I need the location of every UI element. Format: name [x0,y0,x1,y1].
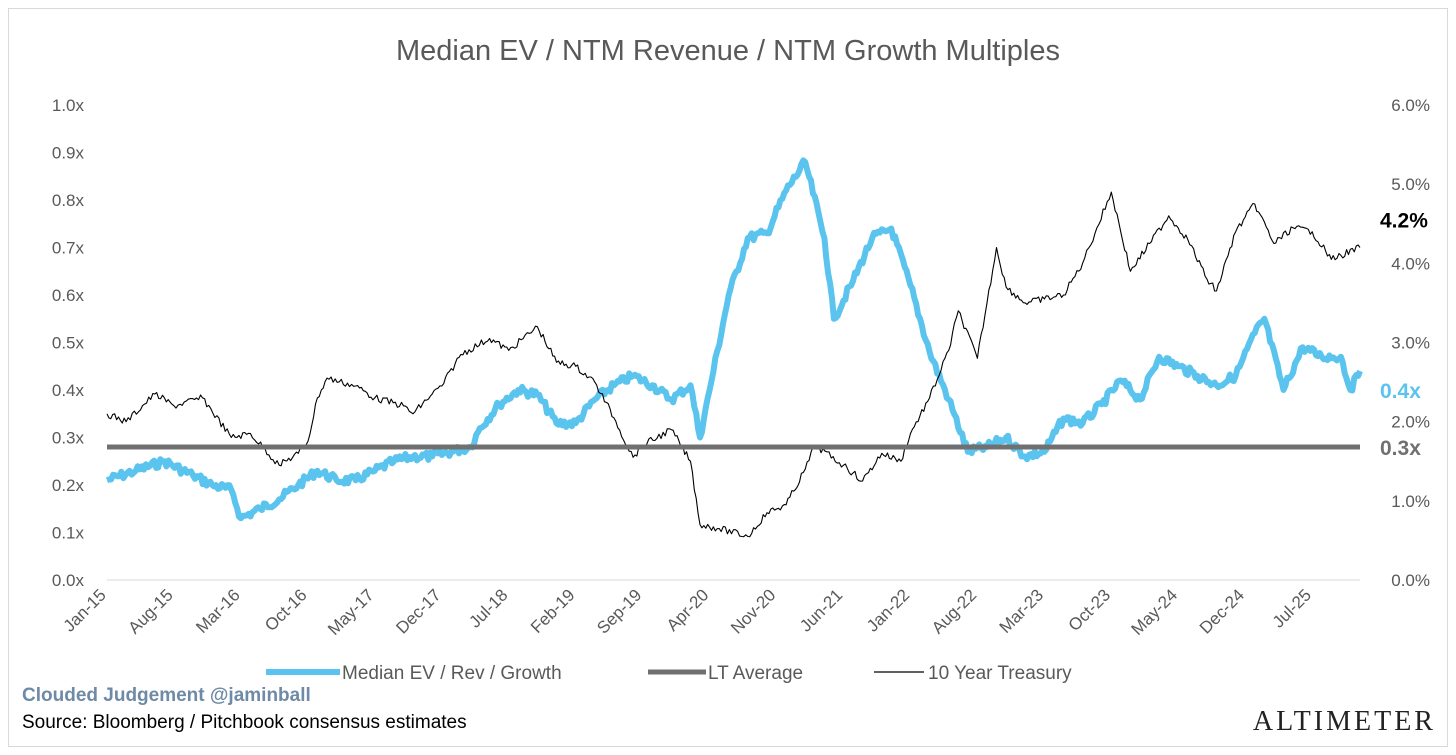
left-axis-tick-label: 0.1x [52,524,85,543]
legend-label-10-year-treasury: 10 Year Treasury [928,663,1072,684]
series-line-median-ev-rev-growth [105,157,1363,522]
x-axis-tick-label: Aug-15 [125,585,177,637]
x-axis-tick-label: Oct-23 [1065,585,1115,635]
right-axis-tick-label: 5.0% [1391,175,1430,194]
left-axis-tick-label: 1.0x [52,96,85,115]
left-axis-tick-label: 0.3x [52,429,85,448]
series-line-10-year-treasury [106,191,1361,538]
left-axis-tick-label: 0.6x [52,286,85,305]
x-axis-tick-label: Dec-17 [392,585,444,637]
footer-source: Source: Bloomberg / Pitchbook consensus … [22,712,467,733]
right-axis-tick-label: 1.0% [1391,492,1430,511]
right-axis-tick-label: 0.0% [1391,571,1430,590]
left-axis-tick-label: 0.2x [52,476,85,495]
x-axis-tick-label: Mar-23 [996,585,1048,637]
end-label: 4.2% [1380,210,1428,233]
end-label: 0.3x [1380,437,1421,460]
x-axis-tick-label: Sep-19 [593,585,645,637]
altimeter-logo: ALTIMETER [1252,706,1436,737]
left-axis-tick-label: 0.5x [52,334,85,353]
x-axis-tick-label: Jul-25 [1269,585,1315,631]
x-axis-tick-label: Dec-24 [1196,585,1248,637]
x-axis-tick-label: Jul-18 [465,585,511,631]
end-label: 0.4x [1380,380,1421,403]
left-axis-tick-label: 0.4x [52,381,85,400]
x-axis-tick-label: Jan-22 [863,585,913,635]
left-axis-tick-label: 0.8x [52,191,85,210]
right-axis-tick-label: 2.0% [1391,413,1430,432]
chart-frame [8,8,1448,747]
x-axis-tick-label: Feb-19 [527,585,579,637]
left-axis-tick-label: 0.7x [52,239,85,258]
chart-title: Median EV / NTM Revenue / NTM Growth Mul… [396,35,1060,67]
x-axis-tick-label: May-24 [1128,585,1182,639]
x-axis-tick-label: Oct-16 [261,585,311,635]
right-axis-tick-label: 4.0% [1391,254,1430,273]
x-axis-tick-label: Aug-22 [928,585,980,637]
x-axis-tick-label: Mar-16 [192,585,244,637]
x-axis-tick-label: Nov-20 [727,585,779,637]
x-axis-tick-label: Jun-21 [796,585,846,635]
footer-brand: Clouded Judgement @jaminball [22,685,311,706]
legend-label-median-ev: Median EV / Rev / Growth [342,663,562,684]
legend-label-lt-average: LT Average [708,663,803,684]
x-axis-tick-label: Jan-15 [60,585,110,635]
right-axis-tick-label: 6.0% [1391,96,1430,115]
left-axis-tick-label: 0.9x [52,144,85,163]
left-axis-tick-label: 0.0x [52,571,85,590]
right-axis-tick-label: 3.0% [1391,334,1430,353]
x-axis-tick-label: May-17 [324,585,378,639]
x-axis-tick-label: Apr-20 [663,585,713,635]
